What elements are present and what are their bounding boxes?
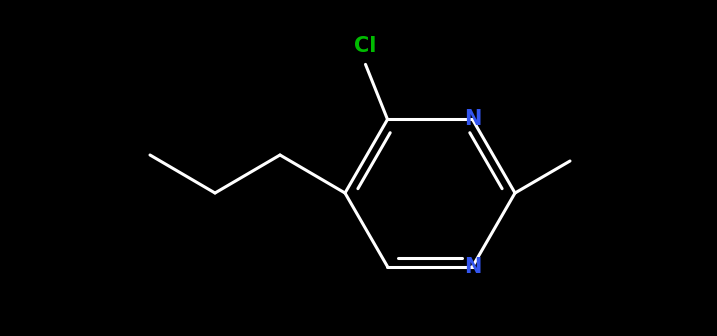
Text: Cl: Cl (354, 36, 376, 56)
Text: N: N (464, 110, 481, 129)
Text: N: N (464, 257, 481, 277)
